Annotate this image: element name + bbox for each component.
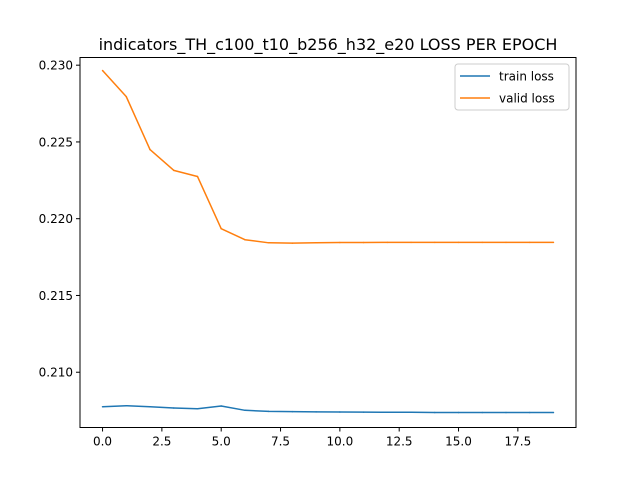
y-tick-label: 0.225: [39, 135, 73, 149]
x-tick-label: 7.5: [271, 435, 290, 449]
data-point-train-loss: [196, 408, 199, 410]
data-point-train-loss: [410, 411, 412, 414]
data-point-valid-loss: [410, 241, 412, 244]
x-tick-label: 15.0: [445, 435, 472, 449]
y-tick-label: 0.215: [39, 289, 73, 303]
data-point-valid-loss: [149, 148, 151, 151]
data-point-valid-loss: [291, 242, 294, 244]
data-point-train-loss: [386, 411, 389, 414]
x-tick-label: 5.0: [212, 435, 231, 449]
data-point-valid-loss: [220, 227, 222, 230]
data-point-train-loss: [101, 406, 104, 408]
legend-label: train loss: [499, 70, 554, 84]
x-tick-label: 2.5: [152, 435, 171, 449]
data-point-valid-loss: [481, 241, 484, 244]
data-point-train-loss: [267, 410, 270, 413]
data-point-valid-loss: [101, 69, 104, 72]
data-point-train-loss: [244, 409, 246, 412]
data-point-train-loss: [291, 410, 294, 413]
data-point-train-loss: [339, 411, 341, 413]
series-line-valid-loss: [101, 70, 554, 244]
y-tick-label: 0.210: [39, 366, 73, 380]
legend: train loss valid loss: [454, 63, 570, 111]
data-point-valid-loss: [267, 242, 270, 244]
data-point-train-loss: [172, 407, 175, 409]
y-tick-label: 0.230: [39, 59, 73, 73]
data-point-valid-loss: [457, 241, 460, 244]
data-point-train-loss: [220, 405, 222, 407]
legend-label: valid loss: [499, 92, 555, 106]
x-tick-label: 0.0: [93, 435, 112, 449]
data-point-valid-loss: [339, 241, 341, 244]
data-point-train-loss: [505, 411, 507, 414]
plot-area: 0.0 2.5 5.0 7.5 10.0 12.5 15.0 17.5 0.210 0.215 0.…: [39, 59, 555, 449]
y-tick-label: 0.220: [39, 212, 73, 226]
data-point-valid-loss: [505, 241, 507, 244]
data-point-valid-loss: [196, 175, 199, 178]
data-point-valid-loss: [386, 241, 389, 244]
data-point-train-loss: [434, 411, 436, 414]
axes-frame: [79, 57, 577, 428]
data-point-valid-loss: [315, 242, 317, 244]
data-point-train-loss: [149, 406, 151, 408]
data-point-train-loss: [528, 411, 531, 414]
data-point-train-loss: [315, 411, 317, 413]
data-point-train-loss: [481, 411, 484, 414]
data-point-train-loss: [552, 411, 555, 414]
data-point-valid-loss: [244, 238, 246, 241]
data-point-valid-loss: [528, 241, 531, 244]
data-point-train-loss: [362, 411, 365, 413]
data-point-valid-loss: [172, 169, 175, 172]
data-point-valid-loss: [434, 241, 436, 244]
data-point-valid-loss: [362, 241, 365, 244]
data-point-valid-loss: [125, 95, 128, 98]
data-point-train-loss: [125, 404, 128, 407]
data-point-train-loss: [457, 411, 460, 414]
x-tick-label: 12.5: [386, 435, 413, 449]
chart-title: indicators_TH_c100_t10_b256_h32_e20 LOSS…: [99, 35, 558, 55]
data-point-valid-loss: [552, 241, 555, 244]
series-line-train-loss: [102, 404, 554, 414]
x-tick-label: 17.5: [504, 435, 531, 449]
x-tick-label: 10.0: [327, 435, 354, 449]
